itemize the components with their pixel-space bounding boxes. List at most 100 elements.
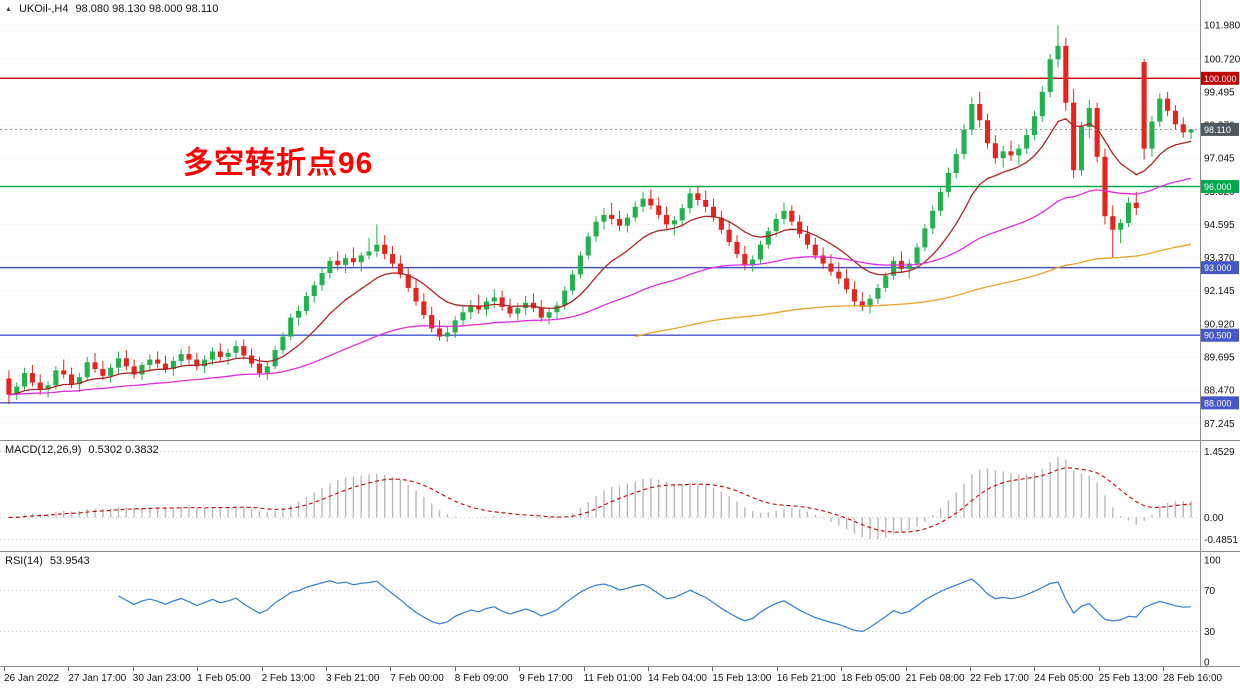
candle-body[interactable]	[1149, 121, 1155, 149]
candle-body[interactable]	[617, 218, 623, 226]
candle-body[interactable]	[194, 359, 200, 367]
candle-body[interactable]	[977, 104, 983, 121]
candle-body[interactable]	[789, 210, 795, 222]
candle-body[interactable]	[891, 260, 897, 276]
macd-indicator-canvas[interactable]: 1.4529 0.00 -0.4851	[0, 441, 1240, 552]
candle-body[interactable]	[624, 217, 630, 226]
candle-body[interactable]	[170, 360, 176, 370]
candle-body[interactable]	[679, 208, 685, 221]
candle-body[interactable]	[84, 362, 90, 378]
candle-body[interactable]	[648, 198, 654, 206]
candle-body[interactable]	[186, 354, 192, 360]
candle-body[interactable]	[1024, 135, 1030, 149]
candle-body[interactable]	[405, 274, 411, 288]
candle-body[interactable]	[421, 301, 427, 315]
ma-slow-line[interactable]	[635, 243, 1192, 338]
candle-body[interactable]	[29, 373, 35, 383]
candle-body[interactable]	[1133, 202, 1139, 209]
candle-body[interactable]	[1055, 45, 1061, 60]
candle-body[interactable]	[147, 359, 153, 365]
candle-body[interactable]	[601, 214, 607, 222]
candle-body[interactable]	[695, 193, 701, 201]
candle-body[interactable]	[288, 317, 294, 337]
candle-body[interactable]	[1110, 216, 1116, 230]
candle-body[interactable]	[131, 366, 137, 375]
candle-body[interactable]	[1047, 59, 1053, 92]
candle-body[interactable]	[233, 346, 239, 353]
candle-body[interactable]	[515, 308, 521, 314]
candle-body[interactable]	[1063, 45, 1069, 103]
candle-body[interactable]	[804, 233, 811, 245]
candle-body[interactable]	[640, 198, 646, 207]
candle-body[interactable]	[632, 206, 638, 218]
time-axis[interactable]: 26 Jan 2022 27 Jan 17:00 30 Jan 23:00 1 Feb…	[0, 667, 1240, 691]
candle-body[interactable]	[710, 206, 717, 218]
candle-body[interactable]	[319, 273, 325, 286]
candle-body[interactable]	[1000, 151, 1006, 159]
candle-body[interactable]	[1172, 110, 1178, 125]
candle-body[interactable]	[570, 274, 576, 291]
candle-body[interactable]	[69, 374, 75, 384]
candle-body[interactable]	[530, 302, 536, 309]
candle-body[interactable]	[734, 241, 740, 255]
candle-body[interactable]	[797, 221, 803, 234]
candle-body[interactable]	[476, 305, 482, 310]
candle-body[interactable]	[1086, 108, 1092, 127]
candle-body[interactable]	[585, 236, 591, 256]
candle-body[interactable]	[1180, 124, 1186, 133]
candle-body[interactable]	[1071, 102, 1077, 171]
candle-body[interactable]	[178, 354, 184, 361]
candle-body[interactable]	[812, 244, 818, 256]
candle-body[interactable]	[22, 373, 28, 387]
candle-body[interactable]	[444, 332, 450, 337]
candle-body[interactable]	[280, 336, 286, 351]
candle-body[interactable]	[984, 120, 991, 144]
candle-body[interactable]	[162, 363, 169, 370]
candle-body[interactable]	[335, 260, 341, 265]
candle-body[interactable]	[538, 308, 544, 318]
candle-body[interactable]	[108, 367, 114, 376]
candle-body[interactable]	[6, 378, 12, 395]
candle-body[interactable]	[671, 220, 677, 225]
candle-body[interactable]	[264, 366, 270, 374]
candle-body[interactable]	[327, 260, 333, 274]
candle-body[interactable]	[906, 263, 912, 269]
candle-body[interactable]	[546, 312, 552, 318]
candle-body[interactable]	[718, 217, 724, 230]
candle-body[interactable]	[53, 370, 59, 386]
candle-body[interactable]	[875, 287, 881, 299]
candle-body[interactable]	[76, 377, 82, 384]
candle-body[interactable]	[562, 290, 568, 306]
candle-body[interactable]	[507, 306, 513, 314]
candle-body[interactable]	[92, 362, 98, 370]
candle-body[interactable]	[554, 305, 560, 313]
candle-body[interactable]	[1094, 108, 1100, 157]
candle-body[interactable]	[225, 352, 231, 357]
candle-body[interactable]	[781, 210, 787, 219]
candle-body[interactable]	[429, 314, 435, 329]
symbol-marker-icon[interactable]: ▲	[5, 6, 12, 13]
candle-body[interactable]	[1157, 98, 1163, 122]
candle-body[interactable]	[859, 301, 865, 307]
candle-body[interactable]	[656, 205, 662, 215]
candle-body[interactable]	[115, 358, 122, 368]
candle-body[interactable]	[436, 328, 443, 337]
candle-body[interactable]	[828, 263, 834, 272]
candle-body[interactable]	[914, 247, 920, 264]
candle-body[interactable]	[922, 228, 928, 248]
rsi-indicator-canvas[interactable]: 100 70 30 0	[0, 552, 1240, 667]
candle-body[interactable]	[1078, 126, 1085, 171]
candle-body[interactable]	[389, 254, 396, 264]
candle-body[interactable]	[382, 244, 388, 255]
candle-body[interactable]	[123, 358, 129, 367]
candle-body[interactable]	[358, 255, 364, 263]
candle-body[interactable]	[765, 231, 771, 245]
candle-body[interactable]	[992, 143, 998, 159]
candle-body[interactable]	[1165, 98, 1171, 111]
candle-body[interactable]	[1118, 223, 1124, 230]
candle-body[interactable]	[883, 275, 889, 288]
candle-body[interactable]	[773, 218, 779, 232]
candle-body[interactable]	[938, 191, 944, 211]
candle-body[interactable]	[953, 154, 959, 173]
candle-body[interactable]	[969, 104, 975, 130]
